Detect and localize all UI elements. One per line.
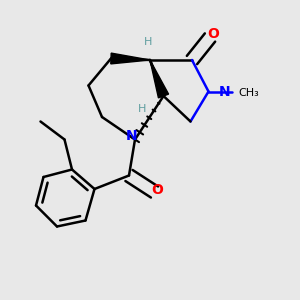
Text: CH₃: CH₃ xyxy=(238,88,259,98)
Text: O: O xyxy=(152,184,164,197)
Text: N: N xyxy=(219,85,231,98)
Text: O: O xyxy=(207,28,219,41)
Text: N: N xyxy=(126,130,138,143)
Polygon shape xyxy=(150,60,169,98)
Polygon shape xyxy=(111,53,150,64)
Text: H: H xyxy=(138,104,147,115)
Text: H: H xyxy=(144,37,153,47)
